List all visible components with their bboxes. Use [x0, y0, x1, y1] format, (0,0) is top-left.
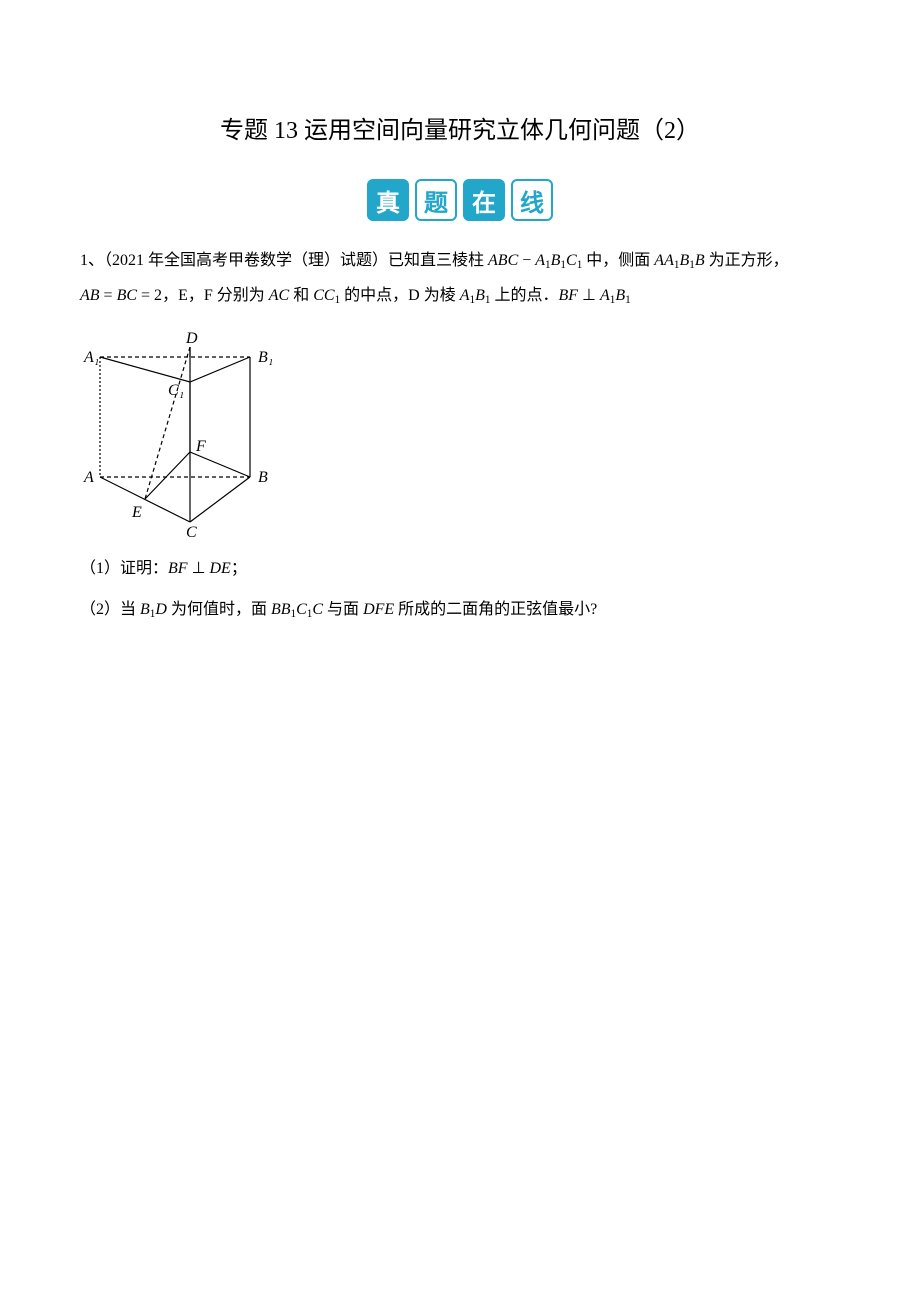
math-bf: BF	[558, 287, 578, 304]
problem-prefix: 1、（2021 年全国高考甲卷数学（理）试题）已知直三棱柱	[80, 252, 488, 269]
problem-line-1: 1、（2021 年全国高考甲卷数学（理）试题）已知直三棱柱 ABC − A1B1…	[80, 243, 840, 278]
q2-mid2: 与面	[323, 601, 363, 618]
fig-label-A1: A₁	[83, 349, 99, 366]
banner-char-2: 题	[415, 179, 457, 221]
question-2: （2）当 B1D 为何值时，面 BB1C1C 与面 DFE 所成的二面角的正弦值…	[80, 592, 840, 629]
q2-dfe: DFE	[363, 601, 394, 618]
math-minus: −	[518, 252, 535, 269]
problem-mid2: 为正方形，	[705, 252, 789, 269]
problem-line-2: AB = BC = 2，E，F 分别为 AC 和 CC1 的中点，D 为棱 A1…	[80, 278, 840, 313]
fig-label-C1: C₁	[168, 382, 184, 399]
prism-figure: A₁ B₁ C₁ D A B C E F	[80, 327, 840, 537]
math-perp: ⊥	[578, 287, 600, 304]
math-ac: AC	[269, 287, 289, 304]
math-prism: ABC	[488, 252, 518, 269]
page: 专题 13 运用空间向量研究立体几何问题（2） 真 题 在 线 1、（2021 …	[0, 0, 920, 1302]
q1-suffix: ；	[231, 560, 247, 577]
problem-l2h: 上的点．	[490, 287, 558, 304]
math-a1b1-2: A1B1	[600, 287, 631, 304]
problem-l2f: 的中点，D 为棱	[340, 287, 460, 304]
problem-l2d: 和	[289, 287, 313, 304]
fig-label-E: E	[131, 504, 142, 521]
q1-bf: BF	[168, 560, 188, 577]
math-eq1: =	[100, 287, 117, 304]
math-cc1: CC1	[313, 287, 340, 304]
page-title: 专题 13 运用空间向量研究立体几何问题（2）	[80, 110, 840, 145]
math-face: AA1B1B	[654, 252, 704, 269]
q1-de: DE	[210, 560, 231, 577]
fig-label-C: C	[186, 524, 197, 537]
math-a1b1: A1B1	[460, 287, 491, 304]
math-prism-2: A1B1C1	[535, 252, 582, 269]
q2-b1d: B1D	[140, 601, 167, 618]
prism-svg: A₁ B₁ C₁ D A B C E F	[80, 327, 300, 537]
fig-label-F: F	[195, 438, 206, 455]
problem-l2b: ，E，F 分别为	[162, 287, 269, 304]
banner-row: 真 题 在 线	[80, 179, 840, 221]
banner: 真 题 在 线	[367, 179, 553, 221]
q2-prefix: （2）当	[80, 601, 140, 618]
math-abbc: AB	[80, 287, 100, 304]
q2-mid1: 为何值时，面	[167, 601, 271, 618]
q1-perp: ⊥	[188, 560, 210, 577]
banner-char-4: 线	[511, 179, 553, 221]
banner-char-3: 在	[463, 179, 505, 221]
fig-label-B1: B₁	[258, 349, 273, 366]
math-bc: BC	[117, 287, 137, 304]
fig-label-A: A	[83, 469, 94, 486]
q2-suffix: 所成的二面角的正弦值最小?	[394, 601, 597, 618]
q1-prefix: （1）证明：	[80, 560, 168, 577]
problem-mid1: 中，侧面	[582, 252, 654, 269]
fig-label-D: D	[185, 330, 198, 347]
banner-char-1: 真	[367, 179, 409, 221]
math-eq2: = 2	[137, 287, 162, 304]
q2-bb1c1c: BB1C1C	[271, 601, 323, 618]
question-1: （1）证明：BF ⊥ DE；	[80, 551, 840, 588]
fig-label-B: B	[258, 469, 268, 486]
